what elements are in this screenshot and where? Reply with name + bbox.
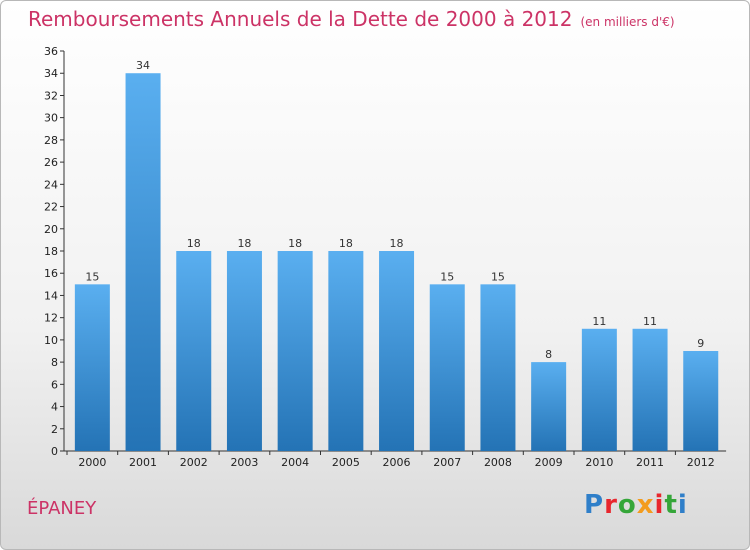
y-tick-label: 32	[44, 89, 58, 102]
y-tick-label: 14	[44, 289, 58, 302]
brand-logo-letter: t	[664, 490, 678, 520]
x-tick-label: 2000	[78, 456, 106, 469]
y-tick-label: 24	[44, 178, 58, 191]
data-label: 18	[187, 237, 201, 250]
bar-2010	[581, 328, 617, 451]
y-tick-label: 16	[44, 267, 58, 280]
bar-2004	[277, 251, 313, 451]
brand-logo: Proxiti	[584, 490, 688, 520]
data-label: 15	[85, 270, 99, 283]
data-label: 15	[440, 270, 454, 283]
bar-2005	[328, 251, 364, 451]
x-tick-label: 2011	[636, 456, 664, 469]
bar-2002	[176, 251, 212, 451]
x-tick-label: 2002	[180, 456, 208, 469]
brand-logo-letter: i	[677, 490, 688, 520]
brand-logo-letter: r	[604, 490, 618, 520]
data-label: 18	[339, 237, 353, 250]
brand-logo-letter: P	[584, 490, 605, 520]
y-tick-label: 0	[51, 445, 58, 458]
x-tick-label: 2004	[281, 456, 309, 469]
chart-bars	[74, 73, 719, 451]
y-tick-label: 10	[44, 334, 58, 347]
data-label: 18	[390, 237, 404, 250]
chart-labels: 2000 15 2001 34 2002 18 2003 18 2004 18 2005 18 2006…	[78, 59, 714, 469]
y-tick-label: 4	[51, 401, 58, 414]
x-tick-label: 2010	[585, 456, 613, 469]
commune-name: ÉPANEY	[27, 498, 97, 519]
y-tick-label: 28	[44, 134, 58, 147]
bar-2001	[125, 73, 161, 451]
data-label: 11	[643, 315, 657, 328]
y-tick-label: 8	[51, 356, 58, 369]
bar-2009	[531, 362, 567, 451]
x-tick-label: 2012	[687, 456, 715, 469]
y-tick-label: 6	[51, 378, 58, 391]
data-label: 18	[237, 237, 251, 250]
brand-logo-letter: i	[654, 490, 665, 520]
data-label: 18	[288, 237, 302, 250]
chart-unit: (en milliers d'€)	[580, 15, 675, 29]
y-tick-label: 22	[44, 201, 58, 214]
data-label: 8	[545, 348, 552, 361]
y-tick-label: 20	[44, 223, 58, 236]
x-tick-label: 2009	[535, 456, 563, 469]
brand-logo-letter: x	[636, 490, 655, 520]
bar-2003	[226, 251, 262, 451]
bar-2008	[480, 284, 516, 451]
bar-2007	[429, 284, 465, 451]
bar-2011	[632, 328, 668, 451]
y-tick-label: 34	[44, 67, 58, 80]
bar-2000	[74, 284, 110, 451]
x-tick-label: 2007	[433, 456, 461, 469]
bar-2006	[379, 251, 415, 451]
data-label: 34	[136, 59, 150, 72]
x-tick-label: 2003	[230, 456, 258, 469]
y-tick-label: 30	[44, 112, 58, 125]
bar-2012	[683, 351, 719, 451]
data-label: 15	[491, 270, 505, 283]
x-tick-label: 2005	[332, 456, 360, 469]
y-tick-label: 36	[44, 45, 58, 58]
brand-logo-letter: o	[617, 490, 637, 520]
y-tick-label: 26	[44, 156, 58, 169]
y-tick-label: 2	[51, 423, 58, 436]
y-tick-label: 18	[44, 245, 58, 258]
x-tick-label: 2006	[383, 456, 411, 469]
chart-title-text: Remboursements Annuels de la Dette de 20…	[28, 7, 573, 31]
x-tick-label: 2008	[484, 456, 512, 469]
x-tick-label: 2001	[129, 456, 157, 469]
chart-title: Remboursements Annuels de la Dette de 20…	[28, 7, 675, 31]
data-label: 9	[697, 337, 704, 350]
data-label: 11	[592, 315, 606, 328]
y-tick-label: 12	[44, 312, 58, 325]
